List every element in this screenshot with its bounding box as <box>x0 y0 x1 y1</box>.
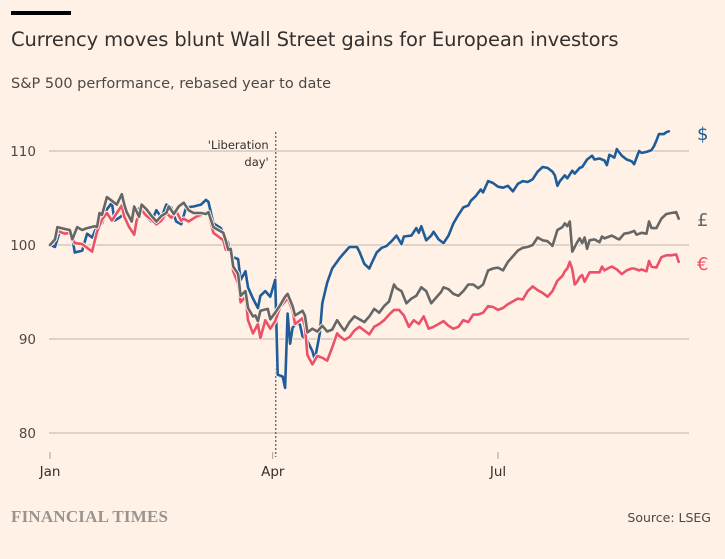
chart-title: Currency moves blunt Wall Street gains f… <box>11 28 619 51</box>
x-tick-label: Jul <box>489 464 506 480</box>
series-line-euro <box>48 204 680 366</box>
legend-label-dollar: $ <box>697 124 708 145</box>
legend-label-pound: £ <box>697 210 708 231</box>
y-axis: 80 90 100 110 <box>10 144 36 442</box>
annotation-label-line-2: day' <box>244 155 268 169</box>
y-tick-label: 80 <box>19 426 36 442</box>
x-axis: Jan Apr Jul <box>39 452 506 480</box>
y-tick-label: 100 <box>10 238 36 254</box>
x-tick-label: Jan <box>39 464 61 480</box>
liberation-day-annotation: 'Liberation day' <box>208 132 277 457</box>
ft-logo: FINANCIAL TIMES <box>11 507 169 526</box>
chart-subtitle: S&P 500 performance, rebased year to dat… <box>11 76 331 92</box>
y-tick-label: 110 <box>10 144 36 160</box>
brand-accent-bar <box>11 11 71 15</box>
legend-label-euro: € <box>697 254 708 275</box>
source-note: Source: LSEG <box>627 510 711 525</box>
series-halo <box>47 203 681 367</box>
y-tick-label: 90 <box>19 332 36 348</box>
series-halo <box>47 129 672 391</box>
annotation-label-line-1: 'Liberation <box>208 138 269 152</box>
series-line-pound <box>48 192 680 334</box>
legend: $ £ € <box>697 124 708 275</box>
x-tick-label: Apr <box>261 464 285 480</box>
series-lines <box>47 129 681 391</box>
gridlines <box>49 150 689 434</box>
chart-area: 80 90 100 110 Jan Apr Jul 'Liberation day' $ £… <box>10 124 708 480</box>
